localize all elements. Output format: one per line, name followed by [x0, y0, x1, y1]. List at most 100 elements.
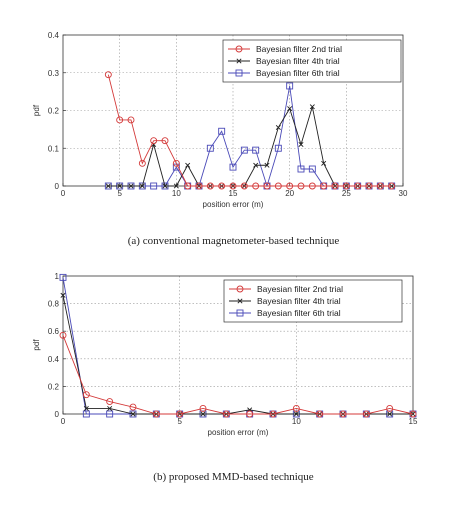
x-tick-label: 15 — [409, 417, 418, 426]
series-line — [107, 74, 392, 187]
data-point — [138, 159, 146, 167]
data-point — [107, 405, 113, 411]
x-tick-label: 10 — [292, 417, 301, 426]
x-axis-label: position error (m) — [203, 200, 264, 209]
y-axis-label: pdf — [32, 104, 41, 116]
y-tick-label: 0.4 — [48, 31, 60, 40]
data-point — [82, 391, 90, 399]
data-point — [274, 144, 282, 152]
data-point — [409, 410, 417, 418]
data-point — [59, 273, 67, 281]
data-point — [139, 183, 145, 189]
data-point — [105, 183, 111, 189]
x-axis-label: position error (m) — [208, 428, 269, 437]
data-point — [184, 182, 192, 190]
data-point — [252, 146, 260, 154]
data-point — [386, 405, 394, 412]
data-point — [162, 183, 168, 189]
data-point — [185, 162, 191, 168]
data-point — [150, 137, 158, 145]
data-point — [316, 410, 324, 418]
legend-label: Bayesian filter 6th trial — [256, 68, 340, 78]
y-axis-label: pdf — [32, 339, 41, 351]
y-tick-label: 0.3 — [48, 69, 60, 78]
data-point — [229, 182, 237, 190]
data-point — [222, 410, 230, 418]
data-point — [161, 137, 169, 145]
y-tick-label: 1 — [55, 272, 60, 281]
legend-label: Bayesian filter 2nd trial — [257, 284, 343, 294]
legend-label: Bayesian filter 4th trial — [256, 56, 340, 66]
legend-marker — [236, 309, 244, 317]
legend-box — [222, 39, 402, 83]
legend-label: Bayesian filter 4th trial — [257, 296, 341, 306]
data-point — [106, 398, 114, 406]
data-point — [321, 160, 327, 166]
data-point — [274, 182, 282, 190]
data-point — [176, 410, 184, 418]
data-point — [106, 410, 114, 418]
data-point — [339, 410, 347, 418]
legend: Bayesian filter 2nd trial Bayesian filter… — [223, 279, 403, 323]
legend-marker — [235, 69, 243, 77]
chart-a: 0 5 10 15 20 25 30 0 0.1 0.2 0.3 0.4 position error … — [32, 31, 408, 209]
legend-label: Bayesian filter 2nd trial — [256, 44, 342, 54]
data-point — [104, 71, 112, 79]
data-point — [172, 159, 180, 167]
data-point — [388, 182, 396, 190]
data-point — [229, 163, 237, 171]
legend-marker — [236, 58, 242, 64]
data-point — [218, 182, 226, 190]
data-point — [83, 405, 89, 411]
data-point — [117, 183, 123, 189]
data-point — [200, 411, 206, 417]
y-tick-label: 0.1 — [48, 144, 60, 153]
data-point — [287, 106, 293, 112]
x-tick-label: 5 — [177, 417, 182, 426]
data-point — [127, 116, 135, 124]
data-point — [264, 162, 270, 168]
data-point — [82, 410, 90, 418]
x-tick-label: 25 — [342, 189, 351, 198]
data-point — [309, 104, 315, 110]
y-tick-label: 0 — [55, 182, 60, 191]
data-point — [362, 410, 370, 418]
data-point — [298, 141, 304, 147]
data-point — [173, 183, 179, 189]
series-line — [62, 335, 414, 415]
x-tick-label: 0 — [61, 417, 66, 426]
legend-box — [223, 279, 403, 323]
y-tick-label: 0.8 — [48, 300, 60, 309]
y-tick-label: 0.6 — [48, 327, 60, 336]
data-point — [286, 82, 294, 90]
data-point — [199, 405, 207, 412]
legend-label: Bayesian filter 6th trial — [257, 308, 341, 318]
data-point — [116, 116, 124, 124]
chart-b: 0 5 10 15 0 0.2 0.4 0.6 0.8 1 position error (m) pd… — [32, 272, 418, 437]
data-point — [308, 182, 316, 190]
x-tick-label: 30 — [399, 189, 408, 198]
data-point — [129, 403, 137, 411]
data-point — [246, 410, 254, 418]
legend-marker — [235, 45, 243, 53]
data-point — [150, 182, 158, 190]
data-point — [195, 182, 203, 190]
data-point — [297, 165, 305, 173]
data-point — [152, 410, 160, 418]
data-point — [308, 165, 316, 173]
data-point — [387, 411, 393, 417]
data-point — [354, 182, 362, 190]
series-1 — [59, 331, 417, 418]
legend: Bayesian filter 2nd trial Bayesian filter… — [222, 39, 402, 83]
y-tick-label: 0.2 — [48, 382, 60, 391]
data-point — [342, 182, 350, 190]
data-point — [206, 182, 214, 190]
data-point — [130, 411, 136, 417]
data-point — [269, 410, 277, 418]
data-point — [293, 411, 299, 417]
data-point — [275, 124, 281, 131]
data-point — [60, 292, 66, 298]
data-point — [253, 162, 259, 168]
data-point — [331, 182, 339, 190]
